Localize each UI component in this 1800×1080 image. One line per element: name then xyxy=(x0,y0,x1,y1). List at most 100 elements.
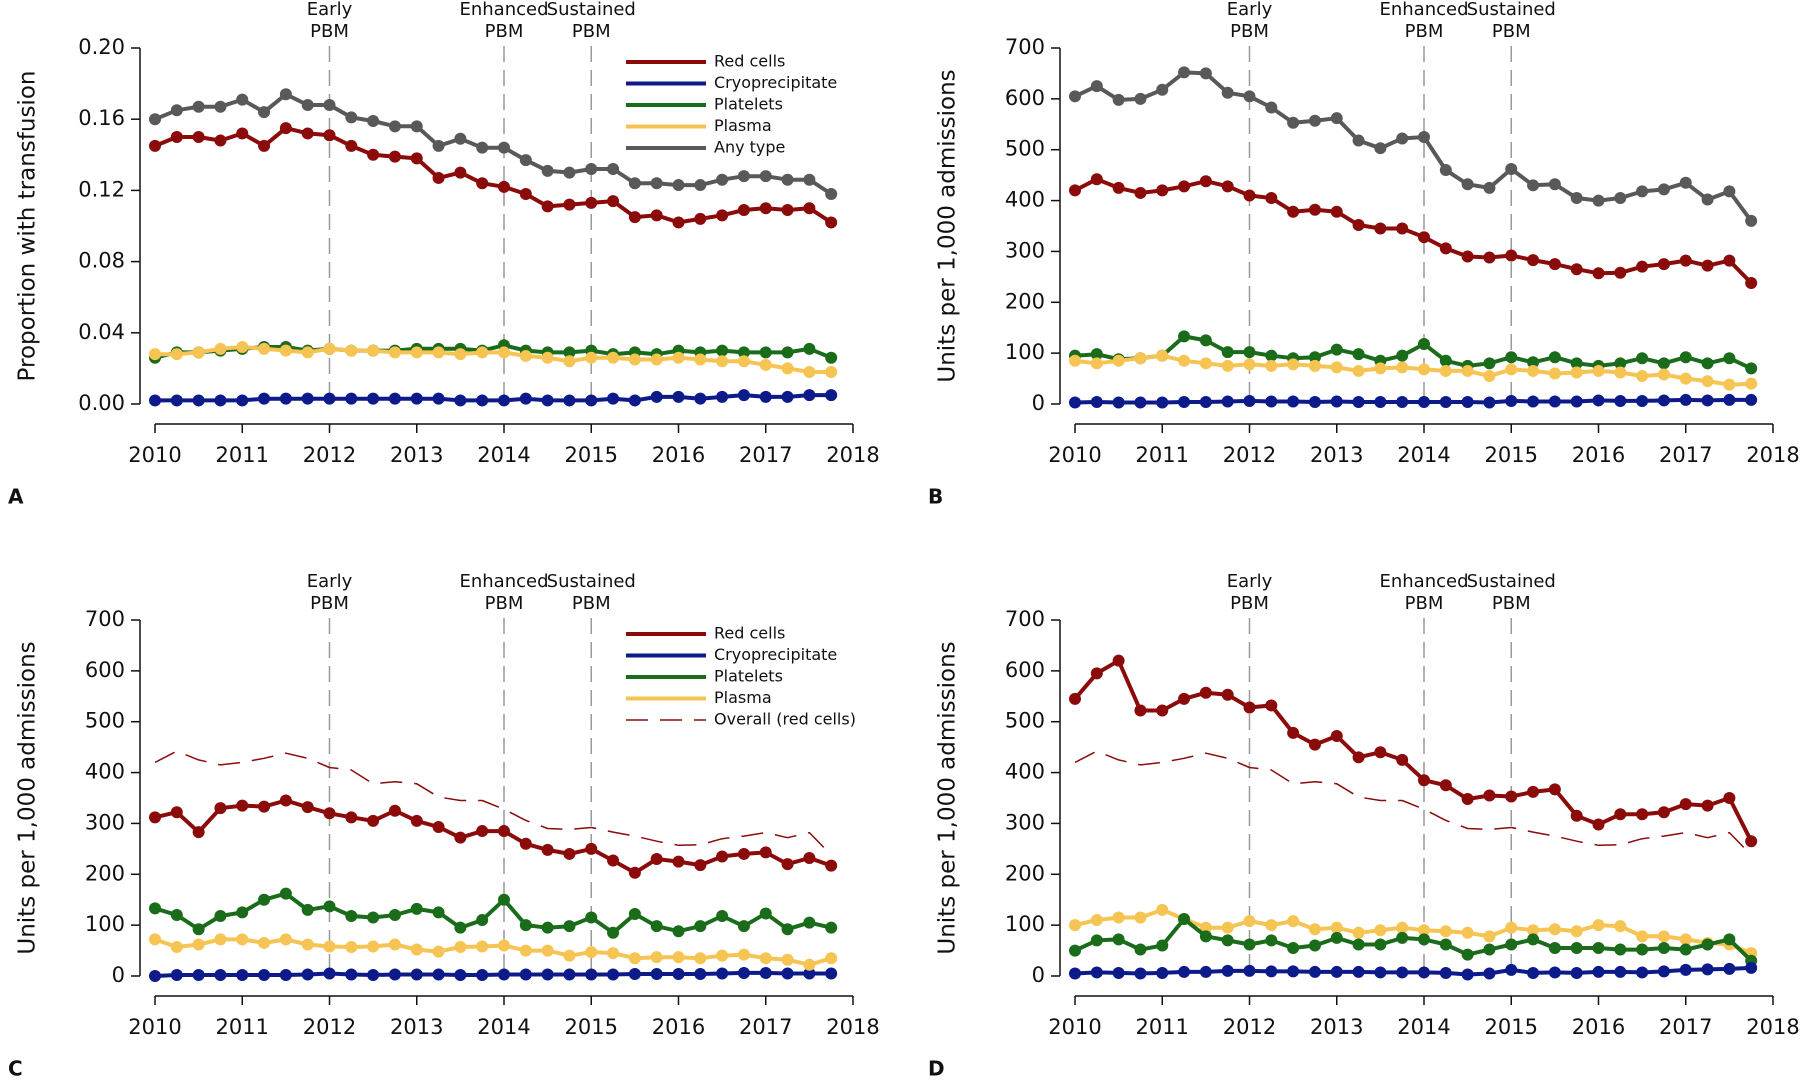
annotation-label: Sustained xyxy=(1467,571,1556,592)
data-point xyxy=(170,394,183,407)
data-point xyxy=(1221,86,1234,99)
data-point xyxy=(628,952,641,965)
data-point xyxy=(1745,362,1758,375)
data-point xyxy=(1330,395,1343,408)
data-point xyxy=(1483,357,1496,370)
data-point xyxy=(1483,370,1496,383)
data-point xyxy=(214,968,227,981)
data-point xyxy=(432,171,445,184)
data-point xyxy=(1112,911,1125,924)
data-point xyxy=(563,355,576,368)
data-point xyxy=(214,342,227,355)
annotation-label: Early xyxy=(307,571,353,592)
data-point xyxy=(737,346,750,359)
data-point xyxy=(803,173,816,186)
data-point xyxy=(1570,942,1583,955)
data-point xyxy=(214,909,227,922)
data-point xyxy=(1265,349,1278,362)
data-point xyxy=(454,348,467,361)
data-point xyxy=(563,949,576,962)
data-point xyxy=(1199,965,1212,978)
data-point xyxy=(716,344,729,357)
legend-label: Platelets xyxy=(714,95,783,114)
data-point xyxy=(803,916,816,929)
data-point xyxy=(1199,175,1212,188)
data-point xyxy=(1548,923,1561,936)
data-point xyxy=(716,909,729,922)
data-point xyxy=(279,794,292,807)
data-point xyxy=(825,216,838,229)
data-point xyxy=(258,893,271,906)
data-point xyxy=(1439,364,1452,377)
data-point xyxy=(1221,180,1234,193)
y-tick-label: 700 xyxy=(1005,607,1045,631)
data-point xyxy=(1265,395,1278,408)
data-point xyxy=(781,858,794,871)
panel: 0 100 200 300 400 500 600 700 Units per 1,000 ad… xyxy=(928,571,1800,1080)
data-point xyxy=(1527,364,1540,377)
data-point xyxy=(454,166,467,179)
data-point xyxy=(1352,965,1365,978)
data-point xyxy=(1483,396,1496,409)
data-point xyxy=(1418,966,1430,979)
data-point xyxy=(1330,361,1343,374)
x-tick-label: 2017 xyxy=(739,443,792,467)
y-tick-label: 200 xyxy=(85,861,125,885)
panel: 0.00 0.04 0.08 0.12 0.16 0.20 Proportion with … xyxy=(8,0,880,509)
y-tick-label: 500 xyxy=(1005,709,1045,733)
data-point xyxy=(1505,790,1518,803)
data-point xyxy=(1069,354,1081,367)
y-tick-label: 400 xyxy=(1005,760,1045,784)
data-point xyxy=(170,104,183,117)
data-point xyxy=(607,947,620,960)
data-point xyxy=(759,202,772,215)
data-point xyxy=(345,941,358,954)
series-line xyxy=(154,970,832,978)
data-point xyxy=(1461,926,1474,939)
data-point xyxy=(192,100,205,113)
series-line xyxy=(154,937,832,967)
data-point xyxy=(1069,90,1081,103)
legend-label: Red cells xyxy=(714,624,785,643)
data-point xyxy=(1527,933,1540,946)
data-point xyxy=(781,390,794,403)
data-point xyxy=(1308,203,1321,216)
data-point xyxy=(1156,903,1169,916)
data-point xyxy=(1265,699,1278,712)
data-point xyxy=(607,854,620,867)
data-point xyxy=(170,968,183,981)
data-point xyxy=(1679,393,1692,406)
data-point xyxy=(563,394,576,407)
y-axis-title: Units per 1,000 admissions xyxy=(935,69,961,382)
data-point xyxy=(323,98,336,111)
x-tick-label: 2018 xyxy=(826,1015,879,1039)
data-point xyxy=(1287,205,1300,218)
data-point xyxy=(1330,729,1343,742)
data-point xyxy=(1570,966,1583,979)
data-point xyxy=(737,203,750,216)
data-point xyxy=(1614,394,1627,407)
data-point xyxy=(1418,131,1430,143)
data-point xyxy=(541,944,554,957)
data-point xyxy=(388,392,401,405)
data-point xyxy=(1243,394,1256,407)
data-point xyxy=(1374,966,1387,979)
data-point xyxy=(149,811,161,824)
data-point xyxy=(1396,931,1409,944)
data-point xyxy=(279,968,292,981)
y-tick-label: 0.04 xyxy=(78,320,125,344)
data-point xyxy=(410,346,423,359)
data-point xyxy=(716,850,729,863)
data-point xyxy=(1679,351,1692,364)
data-point xyxy=(628,866,641,879)
data-point xyxy=(432,392,445,405)
x-tick-label: 2010 xyxy=(128,443,181,467)
data-point xyxy=(519,187,532,200)
x-tick-label: 2012 xyxy=(303,1015,356,1039)
data-point xyxy=(1418,933,1430,946)
data-point xyxy=(1243,90,1256,103)
data-point xyxy=(1657,394,1670,407)
data-point xyxy=(519,837,532,850)
data-point xyxy=(301,968,314,981)
y-tick-label: 200 xyxy=(1005,861,1045,885)
